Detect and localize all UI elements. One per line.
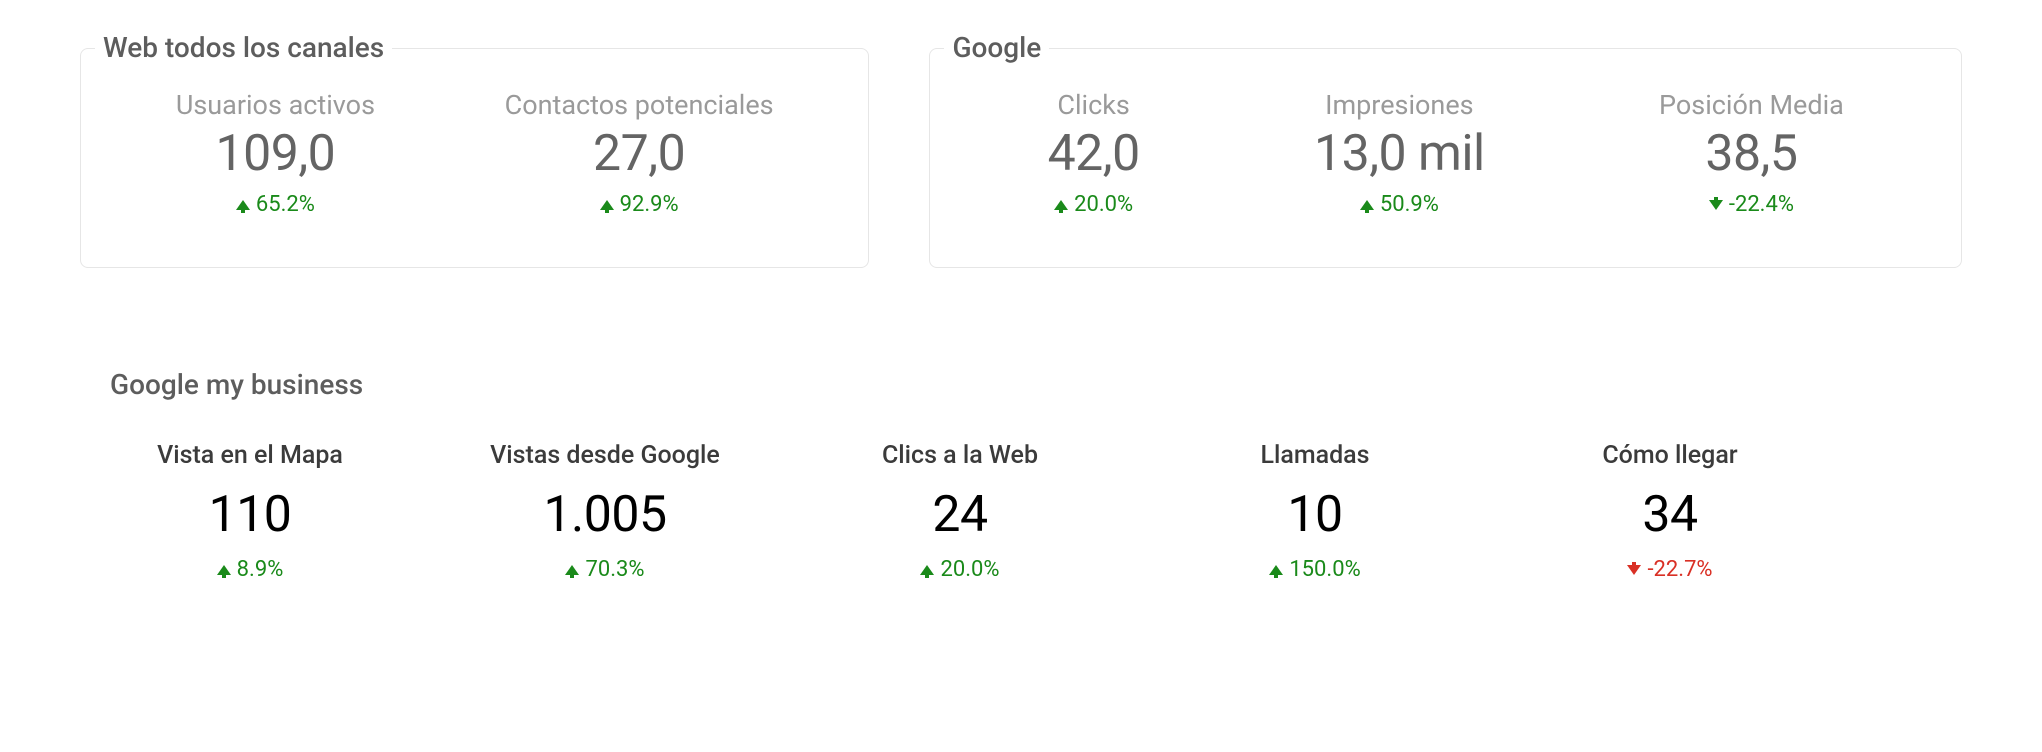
stat-usuarios-activos: Usuarios activos 109,0 65.2% xyxy=(176,89,375,217)
stat-label: Posición Media xyxy=(1659,89,1844,121)
gmb-title: Google my business xyxy=(110,368,1962,401)
stat-value: 1.005 xyxy=(543,488,666,543)
stat-impresiones: Impresiones 13,0 mil 50.9% xyxy=(1314,89,1485,217)
stat-change: 50.9% xyxy=(1360,192,1439,217)
change-text: 65.2% xyxy=(256,192,315,217)
panel-web-title: Web todos los canales xyxy=(95,31,392,64)
panel-google: Google Clicks 42,0 20.0% Impresiones 13,… xyxy=(929,48,1962,268)
stat-label: Usuarios activos xyxy=(176,89,375,121)
change-text: 92.9% xyxy=(620,192,679,217)
stat-label: Vistas desde Google xyxy=(490,441,720,470)
arrow-up-icon xyxy=(920,565,934,575)
arrow-up-icon xyxy=(217,565,231,575)
arrow-up-icon xyxy=(1269,565,1283,575)
stat-change: 8.9% xyxy=(217,557,284,582)
change-text: 8.9% xyxy=(237,557,284,582)
stat-como-llegar: Cómo llegar 34 -22.7% xyxy=(1540,441,1800,582)
arrow-up-icon xyxy=(565,565,579,575)
stat-label: Clicks xyxy=(1057,89,1129,121)
stat-change: -22.4% xyxy=(1709,192,1794,217)
stat-label: Cómo llegar xyxy=(1602,441,1737,470)
stat-change: 20.0% xyxy=(920,557,999,582)
stat-change: 65.2% xyxy=(236,192,315,217)
arrow-up-icon xyxy=(1054,200,1068,210)
stat-label: Contactos potenciales xyxy=(505,89,774,121)
stat-value: 27,0 xyxy=(593,127,685,182)
change-text: 150.0% xyxy=(1289,557,1360,582)
arrow-up-icon xyxy=(1360,200,1374,210)
stat-label: Llamadas xyxy=(1260,441,1369,470)
stat-change: 70.3% xyxy=(565,557,644,582)
panel-google-title: Google xyxy=(944,31,1049,64)
arrow-up-icon xyxy=(600,200,614,210)
stat-value: 109,0 xyxy=(216,127,336,182)
stat-value: 38,5 xyxy=(1705,127,1797,182)
stat-clics-web: Clics a la Web 24 20.0% xyxy=(830,441,1090,582)
stat-change: 92.9% xyxy=(600,192,679,217)
stat-vistas-google: Vistas desde Google 1.005 70.3% xyxy=(475,441,735,582)
arrow-down-icon xyxy=(1709,200,1723,210)
change-text: 70.3% xyxy=(585,557,644,582)
stat-value: 34 xyxy=(1642,488,1697,543)
stat-clicks: Clicks 42,0 20.0% xyxy=(1048,89,1140,217)
stat-posicion-media: Posición Media 38,5 -22.4% xyxy=(1659,89,1844,217)
google-stats-row: Clicks 42,0 20.0% Impresiones 13,0 mil 5… xyxy=(960,89,1931,217)
panel-web: Web todos los canales Usuarios activos 1… xyxy=(80,48,869,268)
web-stats-row: Usuarios activos 109,0 65.2% Contactos p… xyxy=(111,89,838,217)
stat-value: 13,0 mil xyxy=(1314,127,1485,182)
arrow-down-icon xyxy=(1627,565,1641,575)
change-text: -22.7% xyxy=(1647,557,1712,582)
stat-label: Clics a la Web xyxy=(882,441,1038,470)
change-text: 50.9% xyxy=(1380,192,1439,217)
stat-contactos-potenciales: Contactos potenciales 27,0 92.9% xyxy=(505,89,774,217)
stat-vista-mapa: Vista en el Mapa 110 8.9% xyxy=(120,441,380,582)
arrow-up-icon xyxy=(236,200,250,210)
change-text: -22.4% xyxy=(1729,192,1794,217)
stat-change: 20.0% xyxy=(1054,192,1133,217)
stat-value: 24 xyxy=(932,488,987,543)
change-text: 20.0% xyxy=(940,557,999,582)
stat-llamadas: Llamadas 10 150.0% xyxy=(1185,441,1445,582)
stat-change: 150.0% xyxy=(1269,557,1360,582)
stat-value: 42,0 xyxy=(1048,127,1140,182)
top-row: Web todos los canales Usuarios activos 1… xyxy=(80,30,1962,268)
stat-label: Vista en el Mapa xyxy=(157,441,343,470)
stat-change: -22.7% xyxy=(1627,557,1712,582)
stat-value: 10 xyxy=(1287,488,1342,543)
stat-label: Impresiones xyxy=(1325,89,1473,121)
stat-value: 110 xyxy=(209,488,292,543)
dashboard: Web todos los canales Usuarios activos 1… xyxy=(0,0,2042,642)
gmb-stats-row: Vista en el Mapa 110 8.9% Vistas desde G… xyxy=(80,441,1840,582)
change-text: 20.0% xyxy=(1074,192,1133,217)
